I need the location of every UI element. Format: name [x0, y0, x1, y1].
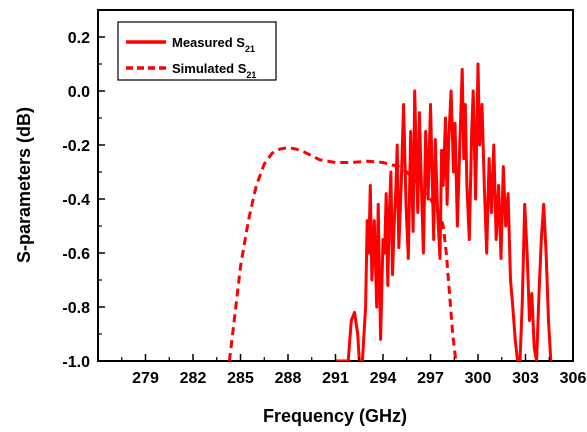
- x-tick-label: 306: [560, 370, 587, 387]
- legend: Measured S21 Simulated S21: [117, 21, 277, 81]
- x-tick-label: 297: [417, 370, 444, 387]
- x-axis-label: Frequency (GHz): [263, 406, 407, 426]
- y-tick-label: -1.0: [62, 354, 90, 371]
- y-axis-label: S-parameters (dB): [14, 107, 34, 263]
- legend-label-simulated: Simulated S21: [172, 61, 256, 80]
- x-tick-label: 303: [512, 370, 539, 387]
- y-tick-label: 0.2: [68, 30, 90, 47]
- x-tick-label: 288: [275, 370, 302, 387]
- y-tick-label: -0.2: [62, 138, 90, 155]
- y-tick-label: -0.6: [62, 246, 90, 263]
- x-tick-label: 294: [370, 370, 397, 387]
- legend-box: [117, 21, 277, 81]
- y-tick-label: 0.0: [68, 84, 90, 101]
- x-tick-label: 282: [180, 370, 207, 387]
- x-tick-label: 300: [465, 370, 492, 387]
- x-tick-label: 291: [322, 370, 349, 387]
- series-line-measured: [335, 62, 553, 361]
- x-tick-label: 285: [227, 370, 254, 387]
- x-tick-label: 279: [132, 370, 159, 387]
- y-tick-label: -0.8: [62, 300, 90, 317]
- y-tick-label: -0.4: [62, 192, 90, 209]
- legend-label-measured: Measured S21: [172, 35, 255, 54]
